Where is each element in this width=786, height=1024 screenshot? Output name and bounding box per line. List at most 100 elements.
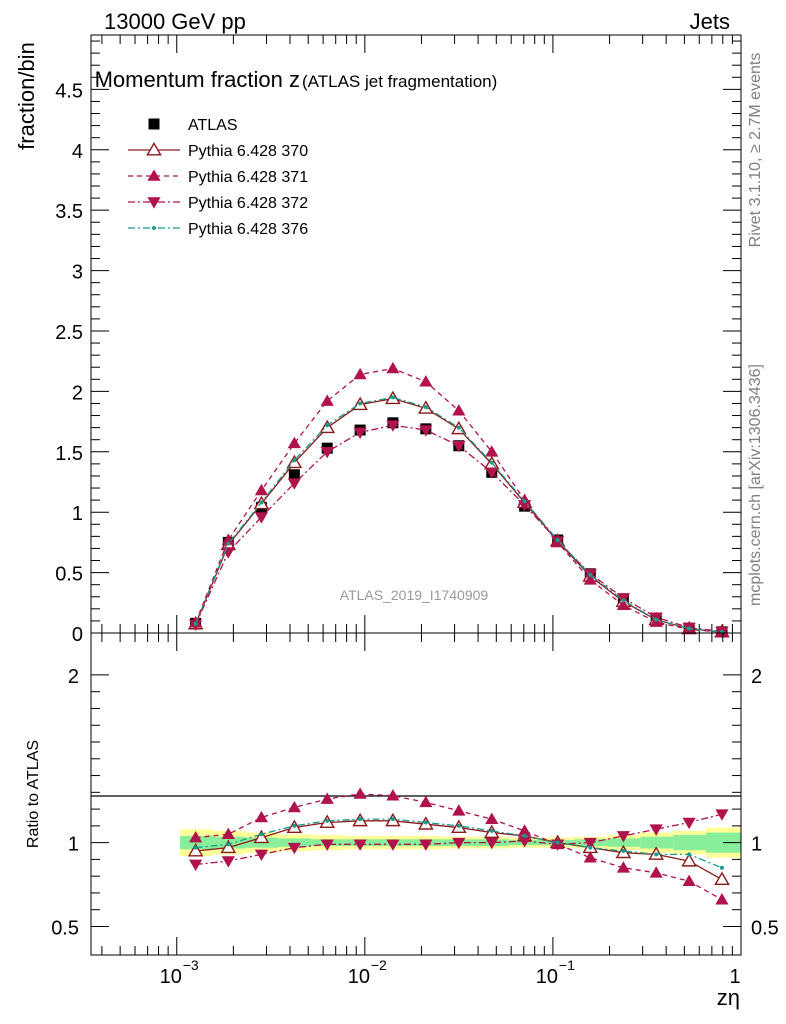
ratio-data-point — [719, 865, 724, 870]
ratio-data-point — [221, 827, 235, 840]
legend-marker — [147, 197, 161, 209]
ratio-data-point — [583, 851, 597, 863]
header-energy-label: 13000 GeV pp — [104, 9, 246, 34]
main-y-tick-label: 3 — [72, 262, 83, 284]
ratio-data-point — [292, 823, 297, 828]
main-data-point — [320, 394, 334, 406]
ratio-data-point — [193, 845, 198, 850]
legend-label: Pythia 6.428 371 — [188, 169, 308, 186]
ratio-y-tick-label-right: 1 — [751, 834, 762, 856]
main-data-point — [419, 375, 433, 387]
ratio-data-point — [715, 809, 729, 821]
legend-marker — [148, 118, 160, 130]
legend-entry-0: ATLAS — [148, 117, 238, 134]
main-y-tick-label: 2.5 — [55, 322, 83, 344]
main-data-point — [193, 621, 198, 626]
main-data-point — [551, 536, 565, 548]
ratio-data-point — [353, 839, 367, 851]
ratio-y-tick-label: 2 — [68, 666, 79, 688]
ratio-data-point — [452, 837, 466, 850]
main-data-point — [485, 467, 499, 479]
ratio-data-point — [287, 800, 301, 813]
ratio-data-point — [616, 831, 631, 843]
main-data-point — [423, 405, 428, 410]
main-y-tick-label: 2 — [72, 382, 83, 404]
ratio-data-point — [259, 832, 264, 837]
main-data-point — [419, 425, 433, 437]
ratio-data-point — [189, 831, 203, 843]
main-data-point — [292, 458, 297, 463]
ratio-data-point — [390, 817, 395, 822]
ratio-data-point — [254, 849, 269, 861]
main-data-point — [452, 404, 466, 416]
legend-marker — [152, 226, 156, 230]
legend-label: Pythia 6.428 370 — [188, 143, 308, 160]
ratio-data-point — [386, 839, 400, 851]
ratio-data-point — [654, 852, 659, 857]
main-y-tick-label: 0.5 — [55, 564, 83, 586]
main-data-point — [390, 395, 395, 400]
ratio-data-point — [687, 852, 692, 857]
main-title-text: Momentum fraction z — [95, 67, 300, 92]
legend-entry-2: Pythia 6.428 371 — [128, 169, 308, 186]
main-data-point — [555, 537, 560, 542]
main-data-point — [358, 401, 363, 406]
main-y-tick-label: 1 — [72, 503, 83, 525]
ratio-data-point — [320, 792, 334, 804]
analysis-watermark: ATLAS_2019_I1740909 — [340, 587, 489, 603]
ratio-data-point — [358, 817, 363, 822]
ratio-data-point — [423, 820, 428, 825]
legend-entry-1: Pythia 6.428 370 — [128, 142, 308, 160]
main-title-suffix: (ATLAS jet fragmentation) — [302, 72, 497, 91]
ratio-data-point — [419, 795, 433, 808]
ratio-data-point — [649, 824, 663, 836]
x-axis-label: zη — [717, 985, 740, 1010]
ratio-data-point — [419, 839, 433, 851]
ratio-series-3 — [193, 817, 724, 870]
main-y-tick-label: 4 — [72, 141, 83, 163]
main-data-point — [287, 478, 301, 490]
main-data-point — [226, 541, 231, 546]
legend-entry-3: Pythia 6.428 372 — [128, 195, 308, 212]
main-data-point — [254, 512, 269, 524]
ratio-data-point — [452, 804, 466, 816]
ratio-data-point — [583, 837, 597, 850]
ratio-panel: 0.5 0.51 12 210−310−210−11 Ratio to ATLAS z… — [25, 632, 779, 1010]
ratio-data-point — [588, 845, 593, 850]
main-panel: 0 0.5 1 1.5 2 2.5 3 3.5 4 4.5 ATLAS_2019_I1740909… — [14, 34, 742, 646]
main-data-point — [288, 469, 300, 481]
ratio-data-point — [616, 861, 631, 873]
ratio-axis-ticks: 0.5 0.51 12 210−310−210−11 — [51, 633, 779, 988]
main-data-point — [654, 617, 659, 622]
ratio-series-2 — [189, 809, 729, 872]
main-data-point — [353, 427, 367, 440]
main-data-point — [588, 573, 593, 578]
main-data-point — [353, 367, 367, 380]
ratio-y-tick-label-right: 2 — [751, 666, 762, 688]
legend-marker — [147, 169, 161, 181]
header-process-label: Jets — [690, 9, 730, 34]
ratio-data-point — [682, 874, 696, 887]
ratio-data-point — [715, 893, 729, 905]
ratio-data-point — [287, 842, 301, 855]
main-y-tick-label: 1.5 — [55, 443, 83, 465]
ratio-band-inner — [179, 835, 213, 850]
ratio-data-point — [682, 817, 696, 830]
ratio-data-point — [522, 833, 527, 838]
main-series-3 — [189, 420, 729, 639]
legend-entry-4: Pythia 6.428 376 — [128, 221, 308, 238]
main-data-point — [254, 483, 269, 496]
main-y-axis-label: fraction/bin — [14, 42, 39, 150]
main-data-point — [386, 361, 400, 374]
x-tick-exponent: −3 — [183, 957, 199, 973]
ratio-data-point — [254, 810, 269, 823]
main-data-point — [489, 460, 494, 465]
main-series-line — [195, 396, 723, 633]
main-data-point — [325, 423, 330, 428]
ratio-data-point — [353, 787, 367, 799]
ratio-data-point — [517, 836, 532, 848]
legend-label: ATLAS — [188, 117, 238, 134]
ratio-data-point — [189, 859, 203, 872]
ratio-frame — [90, 632, 742, 956]
